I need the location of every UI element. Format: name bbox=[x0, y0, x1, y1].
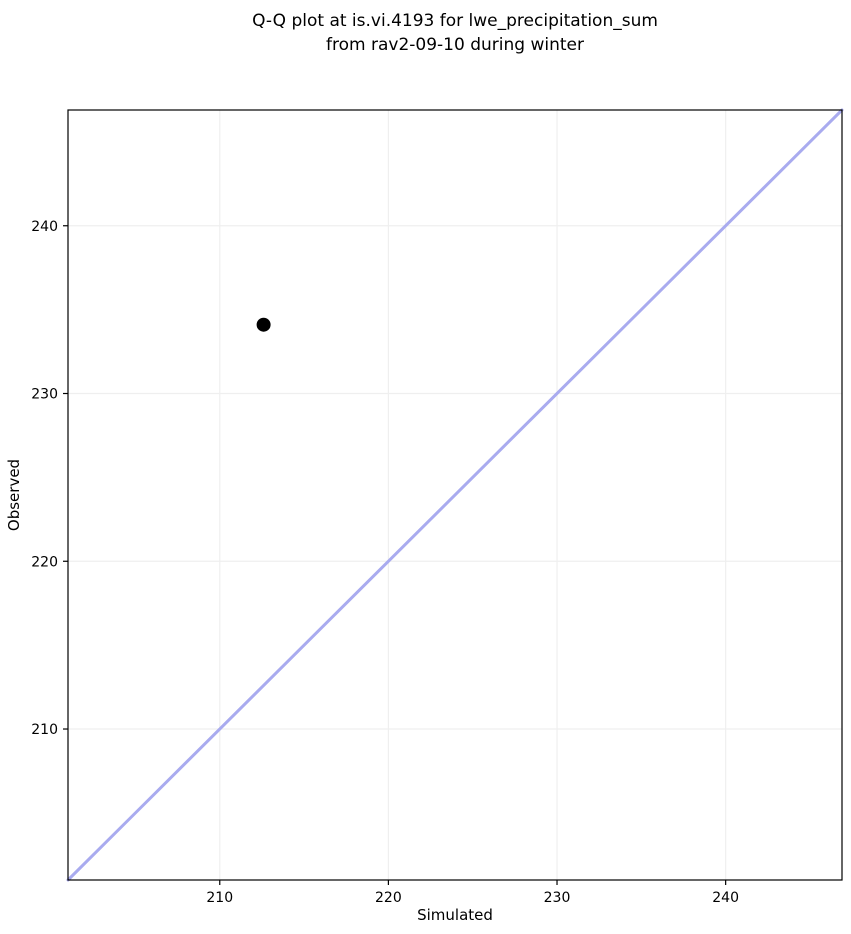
identity-line bbox=[66, 108, 844, 882]
y-tick-label: 230 bbox=[31, 387, 58, 403]
chart-title: Q-Q plot at is.vi.4193 for lwe_precipita… bbox=[68, 9, 842, 57]
y-tick-label: 210 bbox=[31, 722, 58, 738]
y-tick-label: 220 bbox=[31, 554, 58, 570]
x-tick-label: 210 bbox=[206, 890, 233, 906]
chart-title-line-2: from rav2-09-10 during winter bbox=[326, 35, 584, 55]
data-point bbox=[256, 317, 271, 332]
x-tick-label: 220 bbox=[375, 890, 402, 906]
chart-title-line-1: Q-Q plot at is.vi.4193 for lwe_precipita… bbox=[252, 11, 658, 31]
x-axis-label: Simulated bbox=[417, 906, 493, 924]
y-axis-label: Observed bbox=[5, 458, 23, 532]
x-tick-label: 240 bbox=[712, 890, 739, 906]
y-tick-label: 240 bbox=[31, 219, 58, 235]
x-tick-label: 230 bbox=[544, 890, 571, 906]
plot-border bbox=[67, 109, 843, 881]
